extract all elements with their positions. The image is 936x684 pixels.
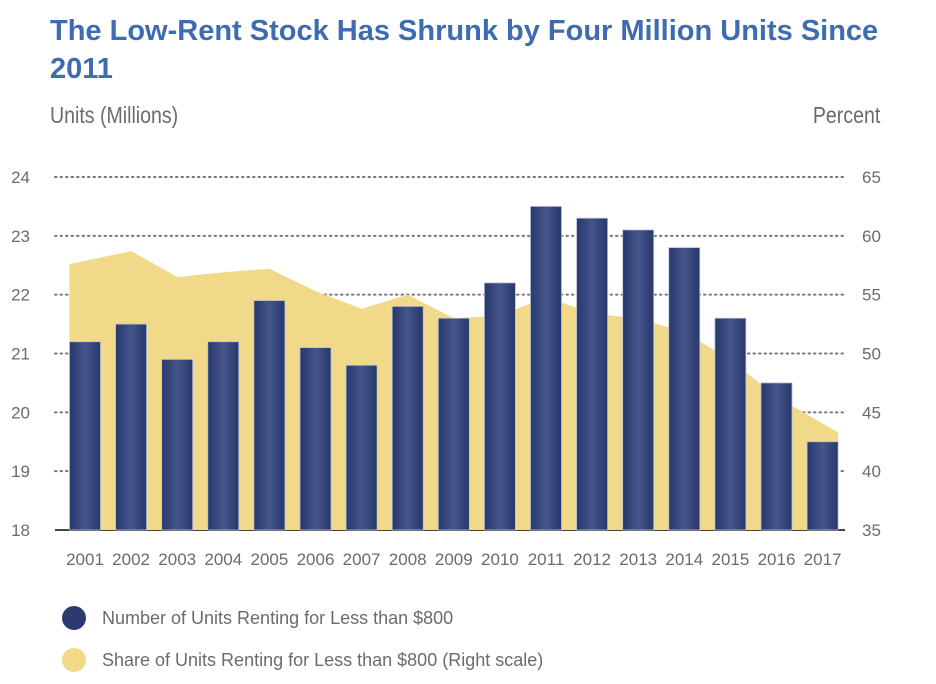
left-tick-label: 21 bbox=[11, 345, 30, 364]
right-tick-label: 60 bbox=[862, 227, 881, 246]
bar-2011 bbox=[530, 206, 562, 531]
left-tick-label: 19 bbox=[11, 462, 30, 481]
bar-2010 bbox=[483, 282, 516, 531]
legend-swatch-area bbox=[62, 648, 86, 672]
x-tick-label: 2013 bbox=[619, 550, 657, 569]
legend-label-share: Share of Units Renting for Less than $80… bbox=[102, 649, 544, 670]
left-tick-label: 20 bbox=[11, 403, 30, 422]
x-tick-label: 2008 bbox=[389, 550, 427, 569]
right-tick-label: 55 bbox=[862, 286, 881, 305]
x-tick-label: 2014 bbox=[665, 550, 703, 569]
left-axis-title: Units (Millions) bbox=[50, 102, 179, 128]
bar-2009 bbox=[437, 317, 470, 531]
x-tick-label: 2002 bbox=[112, 550, 150, 569]
bar-2012 bbox=[576, 217, 608, 531]
left-tick-label: 23 bbox=[11, 227, 30, 246]
legend-item-units: Number of Units Renting for Less than $8… bbox=[62, 606, 453, 630]
right-tick-label: 50 bbox=[862, 345, 881, 364]
bar-2013 bbox=[622, 229, 655, 531]
x-tick-label: 2017 bbox=[804, 550, 842, 569]
x-tick-label: 2003 bbox=[158, 550, 196, 569]
bar-2003 bbox=[161, 358, 194, 531]
bar-2004 bbox=[207, 341, 240, 531]
left-tick-label: 18 bbox=[11, 521, 30, 540]
x-tick-label: 2016 bbox=[758, 550, 796, 569]
bar-2014 bbox=[668, 247, 701, 531]
left-tick-label: 24 bbox=[11, 168, 30, 187]
legend-item-share: Share of Units Renting for Less than $80… bbox=[62, 648, 543, 672]
x-tick-label: 2012 bbox=[573, 550, 611, 569]
bar-2002 bbox=[115, 323, 147, 531]
x-tick-label: 2009 bbox=[435, 550, 473, 569]
x-tick-label: 2004 bbox=[204, 550, 242, 569]
bar-2005 bbox=[253, 300, 286, 531]
right-tick-label: 45 bbox=[862, 403, 881, 422]
right-tick-label: 35 bbox=[862, 521, 881, 540]
legend-swatch-bar bbox=[62, 606, 86, 630]
x-tick-label: 2011 bbox=[528, 550, 565, 569]
right-axis-title: Percent bbox=[812, 102, 880, 128]
bar-2017 bbox=[806, 441, 839, 531]
left-tick-label: 22 bbox=[11, 286, 30, 305]
bar-2001 bbox=[69, 341, 101, 531]
x-tick-label: 2015 bbox=[711, 550, 749, 569]
legend-label-units: Number of Units Renting for Less than $8… bbox=[102, 607, 454, 628]
right-tick-label: 65 bbox=[862, 168, 881, 187]
x-tick-label: 2010 bbox=[481, 550, 519, 569]
x-tick-label: 2001 bbox=[66, 550, 104, 569]
right-tick-label: 40 bbox=[862, 462, 881, 481]
bar-2006 bbox=[299, 347, 332, 531]
x-tick-label: 2007 bbox=[343, 550, 381, 569]
bar-2007 bbox=[345, 364, 378, 531]
bar-2016 bbox=[760, 382, 793, 531]
chart-title: The Low-Rent Stock Has Shrunk by Four Mi… bbox=[50, 15, 879, 85]
bar-2008 bbox=[391, 306, 424, 531]
bar-2015 bbox=[714, 317, 747, 531]
x-tick-label: 2006 bbox=[297, 550, 335, 569]
x-tick-label: 2005 bbox=[250, 550, 288, 569]
